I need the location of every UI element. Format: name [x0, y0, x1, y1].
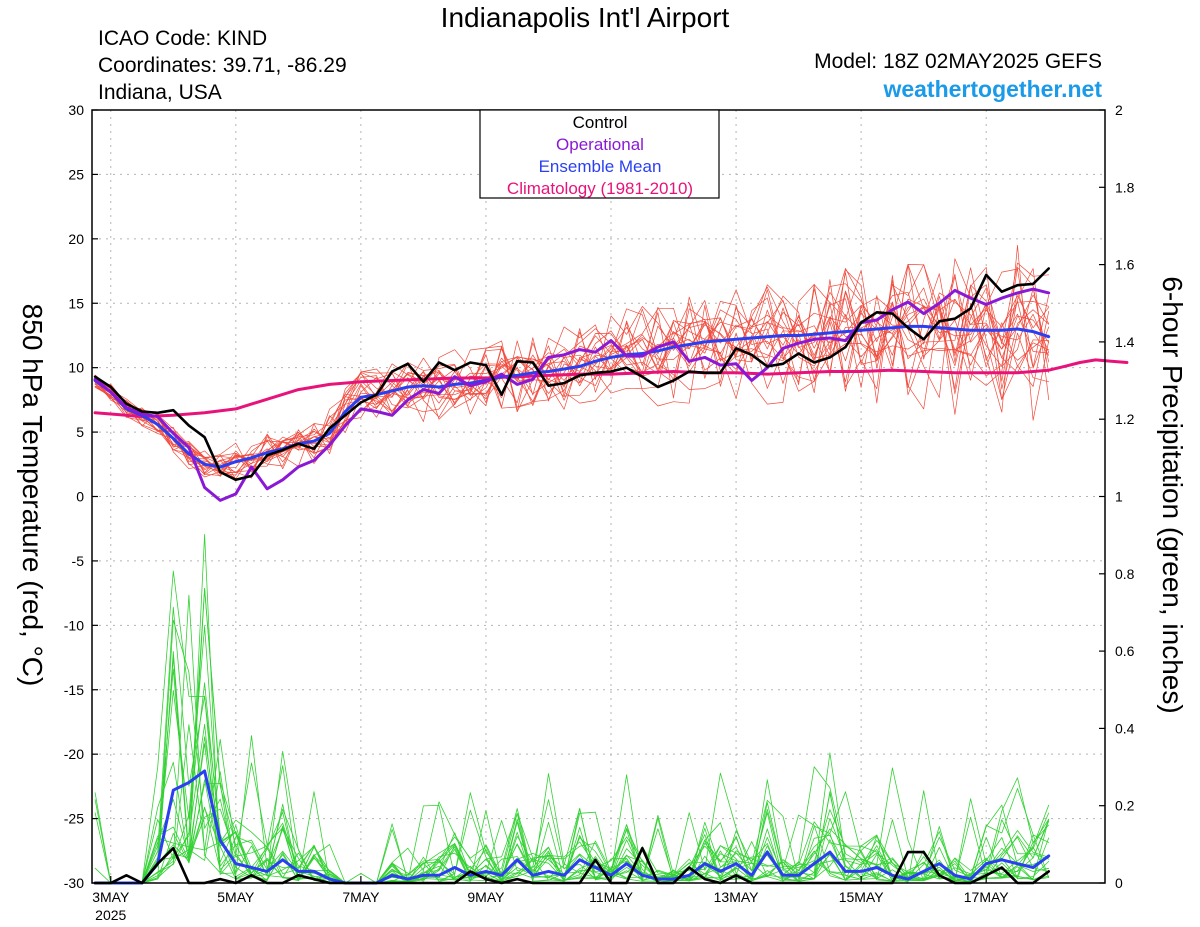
x-tick-label: 13MAY: [714, 889, 760, 905]
y-tick-label-right: 2: [1115, 102, 1123, 118]
axes: 302520151050-5-10-15-20-25-3021.81.61.41…: [64, 102, 1135, 923]
coordinates: Coordinates: 39.71, -86.29: [98, 54, 347, 77]
legend-entry: Climatology (1981-2010): [507, 179, 693, 198]
legend: Control Operational Ensemble Mean Climatolo…: [479, 109, 720, 199]
legend-entry: Control: [573, 113, 628, 132]
y-tick-label-right: 0.8: [1115, 566, 1135, 582]
grid: [92, 109, 1105, 884]
temperature-member-line: [94, 305, 1050, 474]
temperature-member-line: [94, 304, 1050, 476]
x-tick-sublabel: 2025: [95, 907, 126, 923]
y-tick-label-left: -20: [64, 746, 84, 762]
y-tick-label-left: 25: [68, 166, 84, 182]
x-tick-label: 7MAY: [342, 889, 380, 905]
control-temp-line: [93, 267, 1050, 482]
temperature-member-line: [94, 267, 1050, 465]
temperature-member-line: [94, 283, 1050, 467]
y-tick-label-right: 1.8: [1115, 179, 1135, 195]
y-tick-label-left: 20: [68, 231, 84, 247]
ensemble-mean-precip-line: [93, 769, 1051, 885]
y-tick-label-left: -15: [64, 682, 84, 698]
precip-member-line: [94, 534, 1050, 884]
precip-member-line: [94, 724, 1050, 884]
y-tick-label-right: 0.4: [1115, 720, 1135, 736]
temperature-member-lines: [94, 244, 1050, 480]
operational-temp-line: [93, 287, 1051, 502]
temperature-member-line: [94, 258, 1050, 473]
y-tick-label-left: 10: [68, 360, 84, 376]
y-tick-label-right: 1: [1115, 489, 1123, 505]
temperature-member-line: [94, 264, 1050, 477]
y-tick-label-right: 0: [1115, 875, 1123, 891]
y-tick-label-left: -10: [64, 617, 84, 633]
x-tick-label: 3MAY: [92, 889, 130, 905]
location: Indiana, USA: [98, 81, 222, 104]
precip-member-lines: [94, 534, 1050, 884]
x-tick-label: 15MAY: [839, 889, 885, 905]
precip-member-line: [94, 606, 1050, 884]
y-tick-label-left: 5: [76, 424, 84, 440]
temperature-member-line: [94, 264, 1050, 476]
legend-entry: Ensemble Mean: [539, 157, 662, 176]
y-tick-label-left: -25: [64, 811, 84, 827]
y-tick-label-right: 1.4: [1115, 334, 1135, 350]
x-tick-label: 17MAY: [964, 889, 1010, 905]
y-tick-label-left: -5: [72, 553, 85, 569]
model-run: Model: 18Z 02MAY2025 GEFS: [814, 50, 1102, 73]
precip-member-line: [94, 735, 1050, 884]
y-tick-label-left: -30: [64, 875, 84, 891]
x-tick-label: 9MAY: [467, 889, 505, 905]
y-tick-label-right: 1.2: [1115, 411, 1135, 427]
chart-title: Indianapolis Int'l Airport: [440, 2, 730, 33]
legend-entry: Operational: [556, 135, 644, 154]
y-tick-label-left: 15: [68, 295, 84, 311]
y-tick-label-right: 1.6: [1115, 257, 1135, 273]
x-tick-label: 11MAY: [589, 889, 633, 905]
y-tick-label-right: 0.2: [1115, 798, 1135, 814]
website-link[interactable]: weathertogether.net: [883, 76, 1102, 102]
precip-member-line: [94, 752, 1050, 884]
x-tick-label: 5MAY: [217, 889, 255, 905]
ensemble-mean-temp-line: [93, 324, 1051, 469]
temperature-member-line: [94, 298, 1050, 476]
climatology-line: [93, 358, 1129, 419]
icao-code: ICAO Code: KIND: [98, 27, 268, 50]
y-tick-label-left: 0: [76, 489, 84, 505]
y-tick-label-right: 0.6: [1115, 643, 1135, 659]
y-tick-label-left: 30: [68, 102, 84, 118]
legend-box: [479, 109, 720, 199]
temperature-member-line: [94, 304, 1050, 462]
